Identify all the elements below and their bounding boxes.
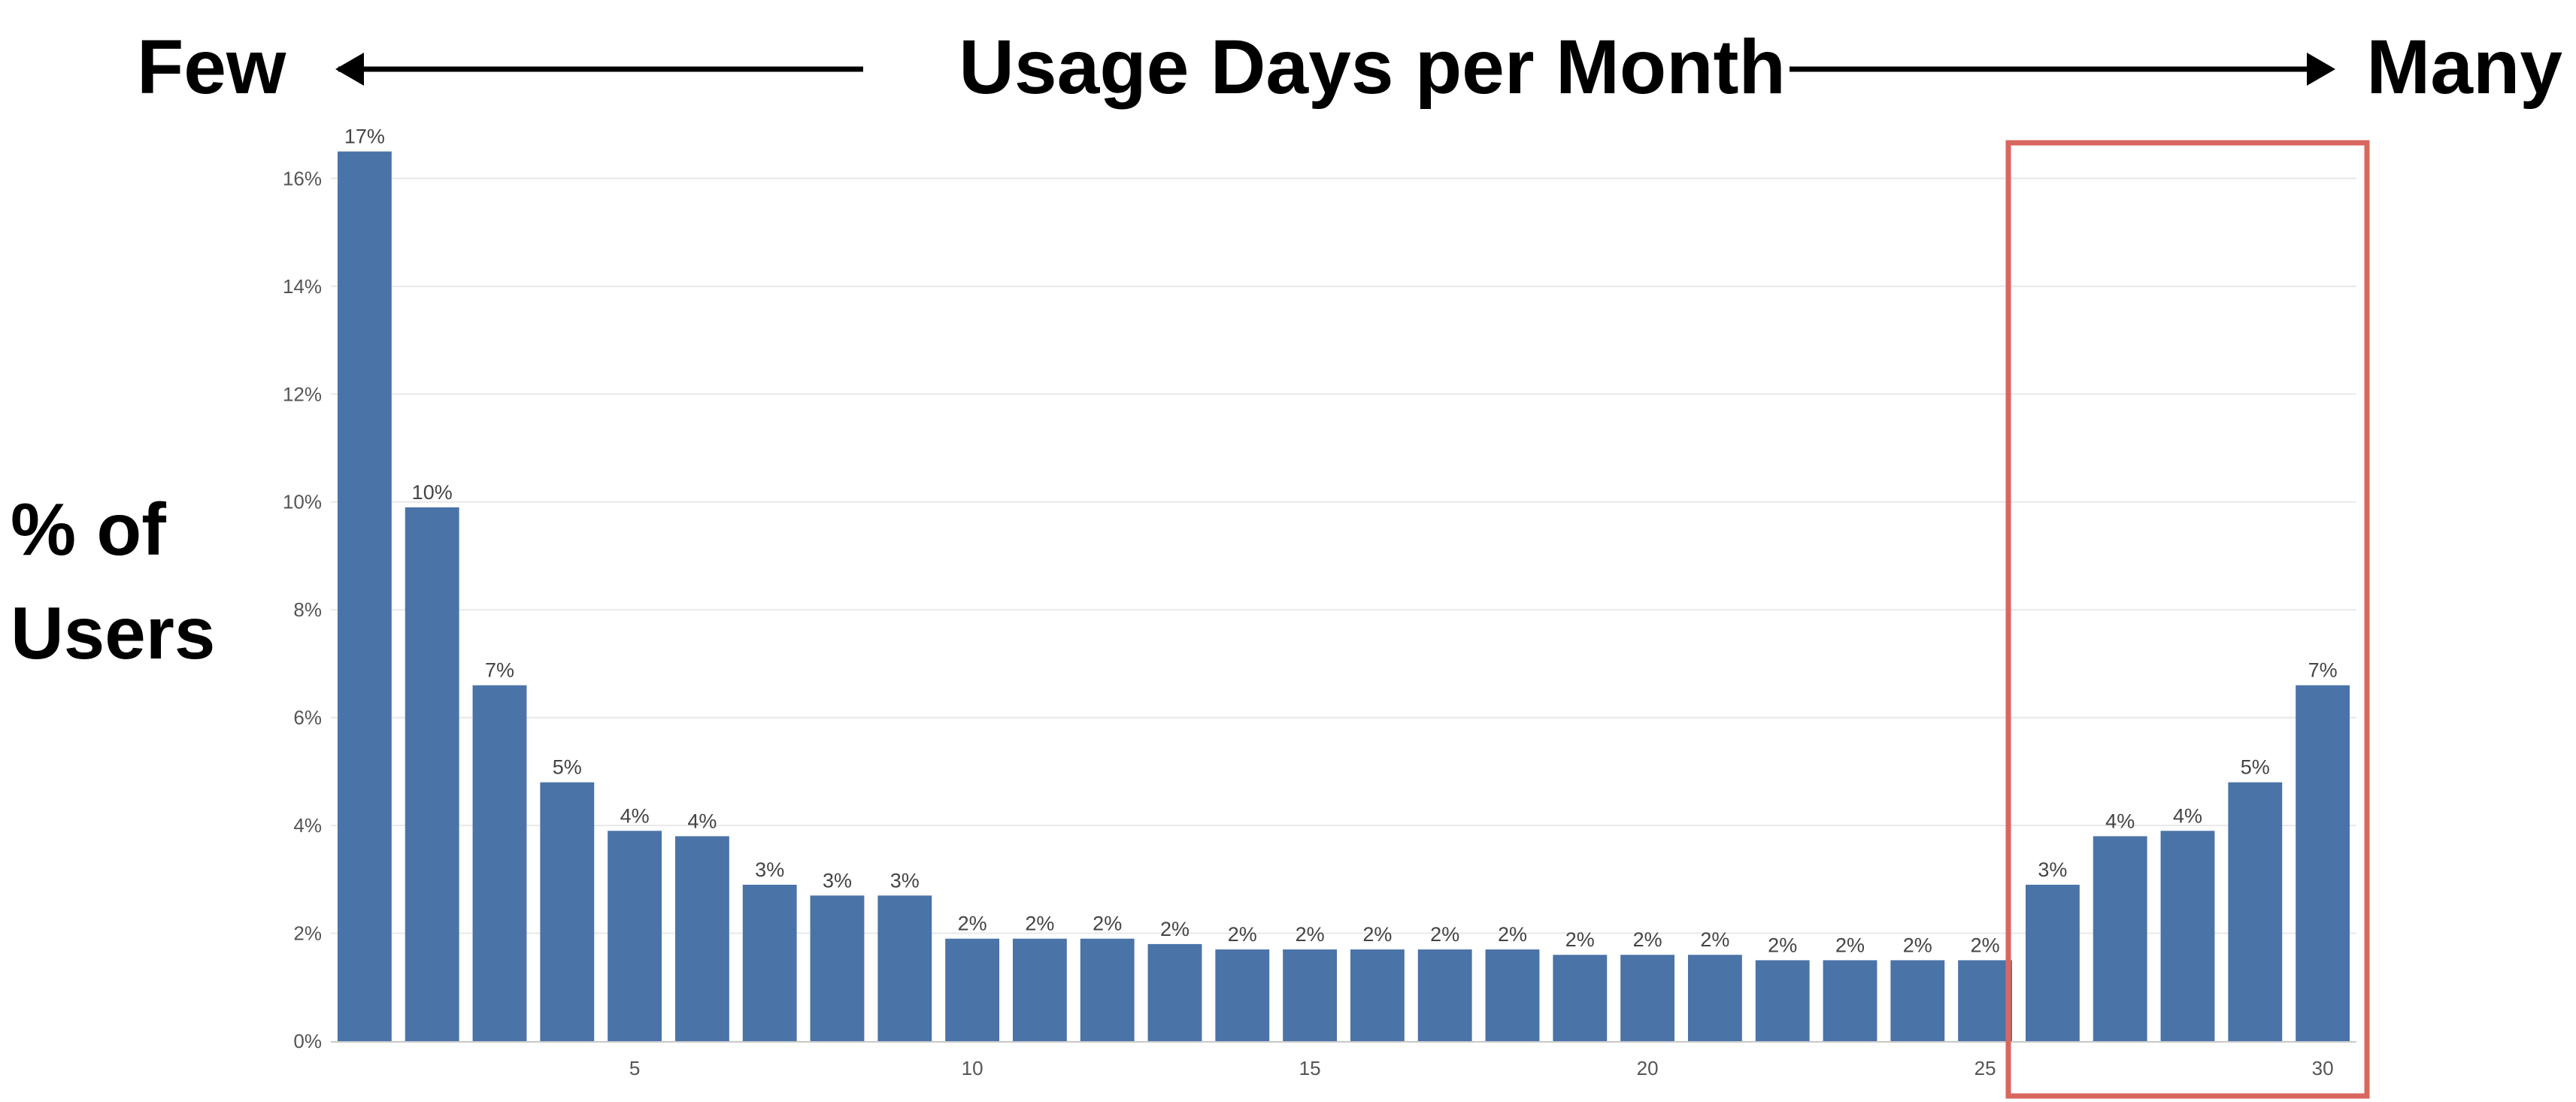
y-tick-label: 10% (283, 491, 322, 513)
bar (540, 782, 595, 1041)
header-center-label: Usage Days per Month (959, 24, 1786, 110)
bar (1553, 955, 1608, 1041)
bar (472, 685, 527, 1041)
bar (2228, 782, 2283, 1041)
bar-data-label: 2% (1296, 923, 1325, 946)
bar-data-label: 2% (1633, 928, 1662, 951)
bar (1958, 960, 2013, 1041)
bar-data-label: 2% (1430, 923, 1459, 946)
bar (1687, 955, 1742, 1041)
x-tick-label: 30 (2312, 1057, 2334, 1079)
y-tick-label: 16% (283, 167, 322, 189)
x-tick-label: 15 (1299, 1057, 1321, 1079)
bar-data-label: 2% (1228, 923, 1257, 946)
bar (674, 836, 729, 1041)
bar (945, 938, 1000, 1041)
x-tick-label: 25 (1974, 1057, 1996, 1079)
bar (1890, 960, 1945, 1041)
y-tick-label: 0% (293, 1030, 322, 1052)
y-tick-label: 6% (293, 707, 322, 729)
bar (337, 151, 392, 1042)
header-left-label: Few (137, 24, 286, 110)
bar-data-label: 4% (687, 810, 717, 832)
bar (1080, 938, 1135, 1041)
bar (608, 831, 662, 1041)
bar (2093, 836, 2147, 1041)
x-tick-label: 20 (1637, 1057, 1659, 1079)
x-tick-label: 5 (629, 1057, 640, 1079)
bar (2025, 884, 2080, 1041)
bar-data-label: 2% (1903, 934, 1932, 956)
bars (337, 151, 2350, 1042)
x-tick-labels: 5 10 15 20 25 30 (629, 1057, 2334, 1079)
bar (2160, 831, 2215, 1041)
bar (1620, 955, 1675, 1041)
bar-data-label: 2% (1835, 934, 1865, 956)
y-tick-label: 12% (283, 383, 322, 405)
header-left-arrowhead (335, 53, 364, 86)
bar-data-label: 4% (2173, 804, 2202, 827)
bar-data-label: 5% (2241, 756, 2270, 779)
highlight-box (2005, 140, 2370, 1099)
bar-data-label: 2% (958, 913, 987, 935)
bar-data-label: 4% (620, 804, 650, 827)
bar-data-label: 2% (1768, 934, 1797, 956)
bar-data-label: 2% (1700, 928, 1729, 951)
bar-data-label: 17% (344, 126, 385, 148)
bar (810, 895, 865, 1041)
bar (877, 895, 932, 1041)
bar (1350, 949, 1405, 1041)
bar-data-label: 2% (1093, 913, 1122, 935)
bar (1417, 949, 1472, 1041)
bar-data-label: 7% (2308, 659, 2338, 682)
bar (1755, 960, 1810, 1041)
bar-data-label: 4% (2105, 810, 2135, 832)
y-tick-labels: 0% 2% 4% 6% 8% 10% 12% 14% 16% (283, 167, 322, 1052)
bar (1215, 949, 1270, 1041)
bar-data-label: 3% (755, 858, 784, 881)
bar (405, 507, 459, 1041)
bar (1823, 960, 1877, 1041)
bar (1012, 938, 1067, 1041)
bar (2296, 685, 2350, 1041)
header-right-arrowhead (2307, 53, 2335, 86)
bar-data-label: 3% (2038, 858, 2067, 881)
bar-data-label: 2% (1160, 918, 1190, 940)
bar (1147, 943, 1202, 1041)
y-axis-label-line-1: % of (11, 488, 166, 571)
bar (1283, 949, 1338, 1041)
bar-data-label: 7% (485, 659, 514, 682)
bar-data-label: 2% (1565, 928, 1595, 951)
header-right-label: Many (2366, 24, 2562, 110)
bar (1485, 949, 1540, 1041)
grid-lines (331, 177, 2356, 934)
y-axis-label-line-2: Users (11, 592, 215, 674)
y-tick-label: 8% (293, 598, 322, 621)
bar-data-label: 3% (823, 869, 852, 892)
bar-data-label: 5% (553, 756, 582, 779)
bar-data-label: 2% (1971, 934, 2000, 956)
x-tick-label: 10 (962, 1057, 983, 1079)
y-tick-label: 14% (283, 275, 322, 298)
bar-data-label: 10% (412, 481, 453, 504)
bar (742, 884, 797, 1041)
bar-data-label: 2% (1025, 913, 1054, 935)
bar-data-labels: 17% 10% 7% 5% 4% 4% 3% 3% 3% 2% 2% 2% 2% 2% 2% 2% 2% 2% 2%… (344, 126, 2338, 957)
y-tick-label: 2% (293, 922, 322, 945)
y-tick-label: 4% (293, 814, 322, 837)
bar-data-label: 2% (1362, 923, 1392, 946)
bar-data-label: 2% (1498, 923, 1527, 946)
bar-data-label: 3% (890, 869, 920, 892)
